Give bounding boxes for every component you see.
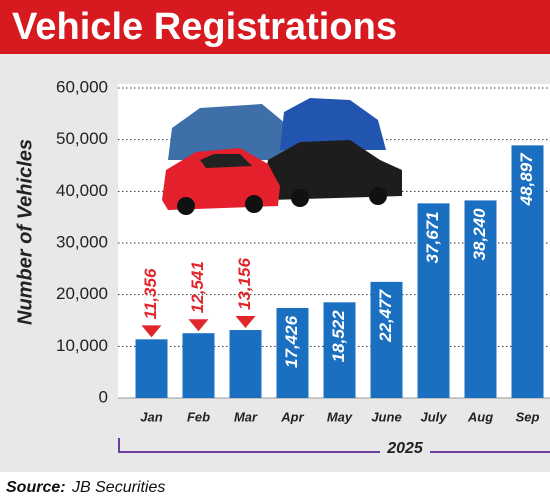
y-tick-label: 0 (99, 387, 108, 406)
bar (511, 145, 544, 398)
x-tick-label: Mar (234, 409, 258, 424)
y-axis-label: Number of Vehicles (14, 139, 36, 325)
y-tick-label: 40,000 (56, 181, 108, 200)
x-tick-label: July (420, 409, 447, 424)
y-tick-label: 50,000 (56, 129, 108, 148)
x-tick-label: Apr (280, 409, 304, 424)
chart-title: Vehicle Registrations (12, 6, 397, 48)
bar (135, 339, 168, 398)
source: JB Securities (71, 479, 165, 496)
decline-marker (188, 319, 209, 332)
decline-marker (141, 325, 162, 338)
x-tick-label: June (371, 409, 401, 424)
x-group-label: 2025 (386, 440, 424, 457)
x-tick-label: May (327, 409, 353, 424)
value-label: 11,356 (141, 268, 160, 319)
value-label: 38,240 (470, 208, 489, 261)
title-banner (0, 0, 550, 54)
y-tick-label: 30,000 (56, 232, 108, 251)
x-tick-label: Sep (516, 409, 540, 424)
y-tick-label: 10,000 (56, 336, 108, 355)
source-label: Source: (6, 479, 66, 496)
bar (323, 302, 356, 398)
group-label-bg (380, 440, 430, 460)
bar (464, 200, 497, 398)
bar (370, 281, 403, 398)
value-label: 18,522 (329, 310, 348, 363)
bar (182, 333, 215, 398)
value-label: 48,897 (517, 152, 536, 207)
value-label: 12,541 (188, 261, 207, 313)
value-label: 37,671 (423, 211, 442, 263)
x-tick-label: Jan (140, 409, 162, 424)
value-label: 17,426 (282, 315, 301, 368)
car-illustration (162, 98, 402, 215)
value-label: 13,156 (235, 257, 254, 310)
bar (229, 330, 262, 398)
bar (417, 203, 450, 398)
y-tick-label: 20,000 (56, 284, 108, 303)
decline-marker (235, 316, 256, 329)
x-tick-label: Feb (187, 409, 210, 424)
y-tick-label: 60,000 (56, 77, 108, 96)
x-tick-label: Aug (467, 409, 493, 424)
bar (276, 307, 309, 398)
value-label: 22,477 (376, 288, 395, 343)
